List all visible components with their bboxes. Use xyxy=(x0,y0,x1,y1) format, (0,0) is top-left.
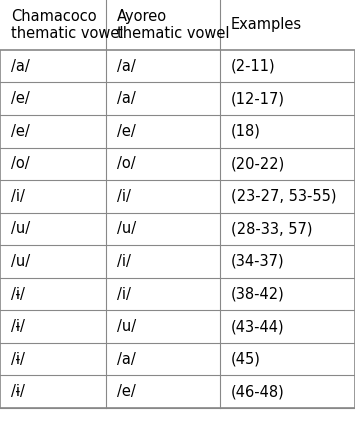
Text: Chamacoco
thematic vowel: Chamacoco thematic vowel xyxy=(10,9,123,41)
Text: /u/: /u/ xyxy=(10,221,30,237)
Text: /i/: /i/ xyxy=(10,189,25,204)
Text: Ayoreo
thematic vowel: Ayoreo thematic vowel xyxy=(117,9,230,41)
Text: /ɨ/: /ɨ/ xyxy=(10,384,25,399)
Text: /e/: /e/ xyxy=(10,124,29,139)
Text: /o/: /o/ xyxy=(117,156,136,171)
Text: /i/: /i/ xyxy=(117,189,131,204)
Text: /ɨ/: /ɨ/ xyxy=(10,319,25,334)
Text: /a/: /a/ xyxy=(117,352,136,367)
Text: (34-37): (34-37) xyxy=(231,254,284,269)
Text: /a/: /a/ xyxy=(117,91,136,106)
Text: /a/: /a/ xyxy=(10,59,29,74)
Text: /a/: /a/ xyxy=(117,59,136,74)
Text: (18): (18) xyxy=(231,124,260,139)
Text: /e/: /e/ xyxy=(117,384,136,399)
Text: (45): (45) xyxy=(231,352,260,367)
Text: /i/: /i/ xyxy=(117,286,131,302)
Text: (43-44): (43-44) xyxy=(231,319,284,334)
Text: /u/: /u/ xyxy=(117,221,136,237)
Text: (46-48): (46-48) xyxy=(231,384,284,399)
Text: /ɨ/: /ɨ/ xyxy=(10,352,25,367)
Text: (2-11): (2-11) xyxy=(231,59,275,74)
Text: /i/: /i/ xyxy=(117,254,131,269)
Text: (20-22): (20-22) xyxy=(231,156,285,171)
Text: (28-33, 57): (28-33, 57) xyxy=(231,221,312,237)
Bar xyxy=(0,0,355,50)
Text: /ɨ/: /ɨ/ xyxy=(10,286,25,302)
Text: /o/: /o/ xyxy=(10,156,29,171)
Text: /u/: /u/ xyxy=(117,319,136,334)
Text: (12-17): (12-17) xyxy=(231,91,285,106)
Text: /e/: /e/ xyxy=(117,124,136,139)
Text: (38-42): (38-42) xyxy=(231,286,284,302)
Text: /e/: /e/ xyxy=(10,91,29,106)
Text: (23-27, 53-55): (23-27, 53-55) xyxy=(231,189,336,204)
Text: /u/: /u/ xyxy=(10,254,30,269)
Text: Examples: Examples xyxy=(231,17,302,33)
